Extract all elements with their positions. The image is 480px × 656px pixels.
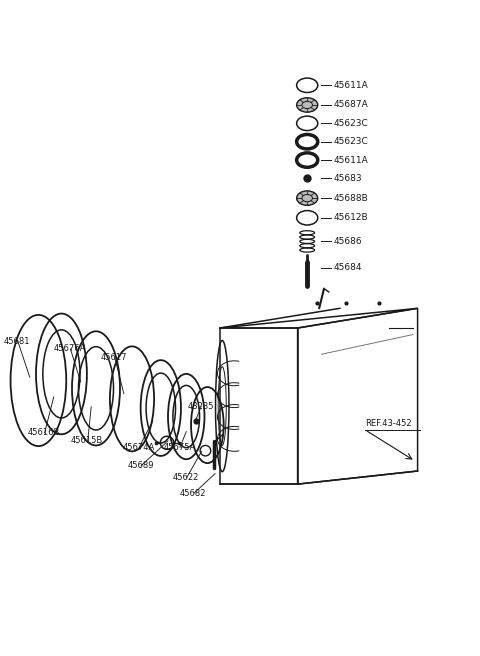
- Text: 45615B: 45615B: [71, 436, 103, 445]
- Text: 45611A: 45611A: [334, 155, 368, 165]
- Ellipse shape: [297, 98, 318, 112]
- Text: 45675A: 45675A: [163, 443, 195, 452]
- Text: 45623C: 45623C: [334, 137, 368, 146]
- Text: 45687A: 45687A: [334, 100, 368, 110]
- Text: 45686: 45686: [334, 237, 362, 246]
- Text: 45617: 45617: [101, 353, 127, 362]
- Text: 45684: 45684: [334, 263, 362, 272]
- Text: 45676A: 45676A: [54, 344, 86, 354]
- Text: 45683: 45683: [334, 174, 362, 183]
- Text: 45682: 45682: [180, 489, 206, 498]
- Text: 45688B: 45688B: [334, 194, 368, 203]
- Text: 45623C: 45623C: [334, 119, 368, 128]
- Text: 45674A: 45674A: [122, 443, 155, 452]
- Ellipse shape: [297, 191, 318, 205]
- Text: REF.43-452: REF.43-452: [365, 419, 411, 428]
- Text: 45689: 45689: [127, 461, 154, 470]
- Text: 45612B: 45612B: [334, 213, 368, 222]
- Text: 45622: 45622: [173, 473, 199, 482]
- Text: 43235: 43235: [187, 402, 214, 411]
- Text: 45616B: 45616B: [28, 428, 60, 438]
- Text: 45681: 45681: [4, 337, 30, 346]
- Text: 45611A: 45611A: [334, 81, 368, 90]
